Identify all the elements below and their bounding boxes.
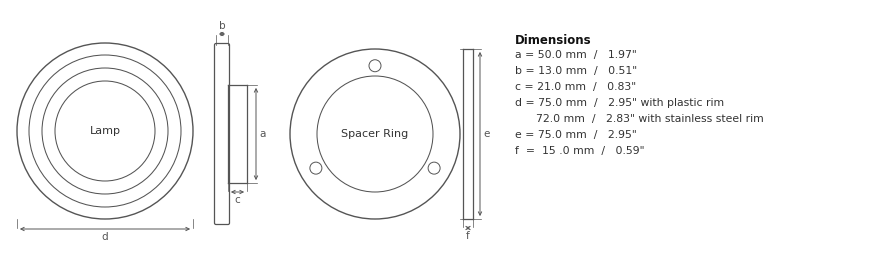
Text: c = 21.0 mm  /   0.83": c = 21.0 mm / 0.83" <box>515 82 636 92</box>
Text: d: d <box>101 232 109 242</box>
Text: a: a <box>259 129 265 139</box>
Text: Lamp: Lamp <box>90 126 120 136</box>
Text: f  =  15 .0 mm  /   0.59": f = 15 .0 mm / 0.59" <box>515 146 644 156</box>
Text: e = 75.0 mm  /   2.95": e = 75.0 mm / 2.95" <box>515 130 636 140</box>
Text: Spacer Ring: Spacer Ring <box>342 129 409 139</box>
Text: e: e <box>483 129 490 139</box>
Text: b: b <box>219 21 225 31</box>
Text: 72.0 mm  /   2.83" with stainless steel rim: 72.0 mm / 2.83" with stainless steel rim <box>515 114 764 124</box>
Text: f: f <box>466 231 470 241</box>
Text: c: c <box>235 195 240 205</box>
Text: a = 50.0 mm  /   1.97": a = 50.0 mm / 1.97" <box>515 50 636 60</box>
Text: Dimensions: Dimensions <box>515 34 592 47</box>
Text: d = 75.0 mm  /   2.95" with plastic rim: d = 75.0 mm / 2.95" with plastic rim <box>515 98 724 108</box>
Text: b = 13.0 mm  /   0.51": b = 13.0 mm / 0.51" <box>515 66 637 76</box>
